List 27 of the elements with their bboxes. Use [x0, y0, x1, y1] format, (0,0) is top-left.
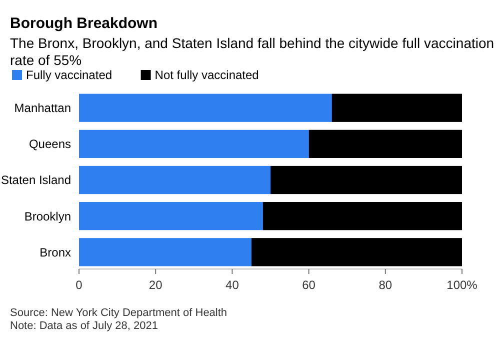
- chart-title: Borough Breakdown: [10, 15, 158, 32]
- bar: [308, 130, 462, 158]
- y-tick-label: Brooklyn: [24, 209, 71, 224]
- x-tick-label: 80: [378, 278, 392, 292]
- x-tick-label: 20: [148, 278, 163, 292]
- x-tick-label: 40: [226, 278, 240, 292]
- x-tick-label: 0: [76, 278, 83, 292]
- legend-label: Fully vaccinated: [26, 68, 112, 82]
- bar: [79, 94, 332, 122]
- chart-subtitle: The Bronx, Brooklyn, and Staten Island fall behind the citywide full vaccination rate of 55%: [10, 35, 494, 68]
- bar: [79, 202, 263, 230]
- source-note: Source: New York City Department of Health: [10, 307, 228, 319]
- bar: [79, 238, 252, 266]
- text: Note: Data as of July 28, 2021: [10, 320, 158, 332]
- legend-label: Not fully vaccinated: [154, 68, 259, 82]
- bar: [79, 130, 309, 158]
- bar: [262, 202, 462, 230]
- bar: [270, 166, 462, 194]
- y-tick-label: Bronx: [40, 245, 71, 260]
- y-tick-label: Queens: [28, 137, 71, 152]
- bar: [79, 166, 270, 194]
- bar: [251, 238, 462, 266]
- x-tick-label: 100%: [446, 278, 478, 292]
- x-tick-label: 60: [302, 278, 316, 292]
- y-tick-label: Manhattan: [14, 101, 71, 116]
- y-tick-label: Staten Island: [0, 173, 71, 188]
- bar: [332, 94, 462, 122]
